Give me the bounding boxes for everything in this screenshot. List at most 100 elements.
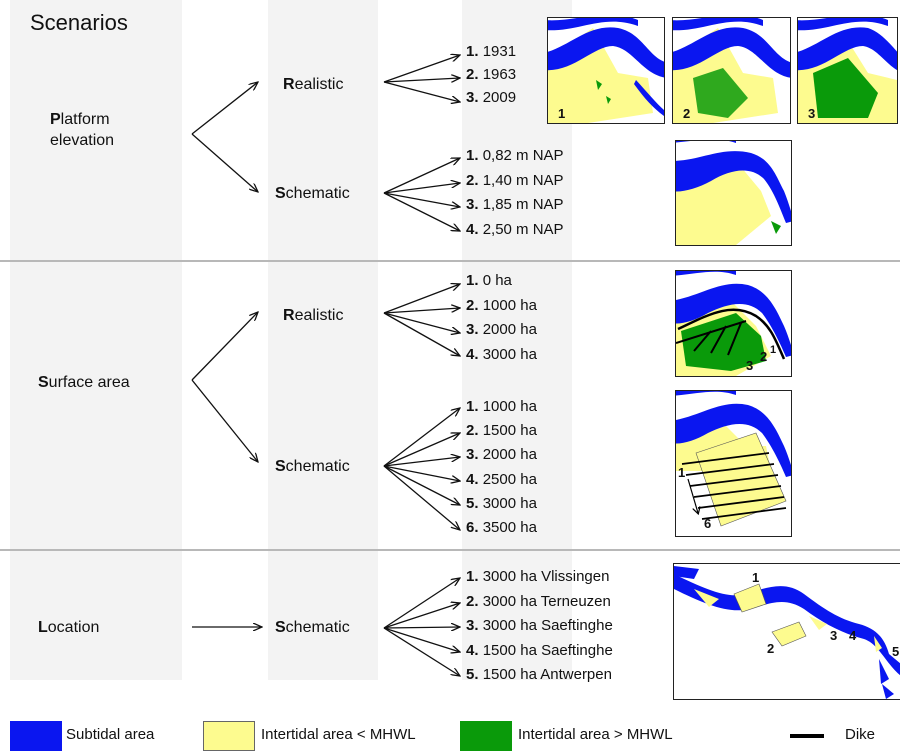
list-item: 4. 1500 ha Saeftinghe [466,642,613,660]
map-number: 4 [849,628,857,643]
item-text: 2500 ha [482,470,537,488]
item-text: 1931 [482,43,517,60]
arrow-surface-schematic [383,457,460,467]
map-platform-2009: 3 [797,17,898,124]
list-item: 2. 1,40 m NAP [466,172,564,190]
item-text: 2009 [482,89,517,106]
item-text: 3000 ha Vlissingen [482,568,610,585]
list-item: 1. 3000 ha Vlissingen [466,568,609,586]
map-number: 3 [746,358,753,373]
item-text: 2000 ha [482,446,537,464]
list-item: 4. 2500 ha [466,471,537,489]
platform-schematic-label: Schematic [275,185,350,202]
divider-2 [0,549,900,551]
map-number: 5 [892,644,899,659]
item-text: 3000 ha Saeftinghe [482,617,613,634]
platform-realistic-label: Realistic [283,76,344,93]
item-text: 1500 ha Saeftinghe [482,641,613,659]
arrow-surface-realistic [383,308,460,314]
arrow-location-schematic [383,578,460,629]
list-item: 3. 2000 ha [466,446,537,464]
map-number: 2 [767,641,774,656]
item-number: 3. [466,321,479,338]
arrow-surface-schematic [383,465,460,505]
item-number: 5. [466,494,479,512]
item-number: 5. [466,666,479,683]
arrow-platform [191,82,258,135]
item-number: 3. [466,196,479,213]
list-item: 3. 3000 ha Saeftinghe [466,617,613,635]
item-text: 1500 ha Antwerpen [482,666,612,683]
list-item: 1. 0 ha [466,272,512,290]
item-number: 4. [466,470,479,488]
arrow-location-schematic [383,627,460,652]
item-number: 1. [466,43,479,60]
legend-swatch-intertidal-high [460,721,512,751]
map-number: 1 [752,570,759,585]
item-number: 2. [466,171,479,189]
item-text: 1,85 m NAP [482,196,564,213]
item-number: 4. [466,220,479,238]
map-platform-1963: 2 [672,17,791,124]
item-text: 1,40 m NAP [482,171,564,189]
map-location: 1 2 3 4 5 [673,563,900,700]
item-number: 3. [466,446,479,464]
map-platform-schematic [675,140,792,246]
surface-realistic-label: Realistic [283,307,344,324]
item-text: 1963 [482,66,517,83]
map-platform-1931: 1 [547,17,665,124]
arrow-platform-schematic [383,192,460,207]
item-number: 2. [466,592,479,610]
map-surface-schematic: 1 6 [675,390,792,537]
item-text: 3000 ha [482,345,537,363]
list-item: 2. 1500 ha [466,422,537,440]
platform-elevation-label: Platform elevation [50,111,115,149]
arrow-location-schematic [383,603,460,629]
list-item: 3. 1,85 m NAP [466,196,564,214]
item-text: 3000 ha [482,494,537,512]
location-schematic-label: Schematic [275,619,350,636]
arrow-surface-realistic [383,312,460,356]
arrow-surface-schematic [383,433,460,467]
list-item: 2. 1963 [466,66,516,84]
arrow-surface-realistic [383,312,460,333]
item-number: 4. [466,345,479,363]
item-text: 0 ha [482,272,512,289]
item-number: 1. [466,272,479,289]
item-number: 1. [466,568,479,585]
item-number: 6. [466,519,479,536]
map-number: 1 [558,106,565,121]
arrow-surface [191,312,258,381]
legend-label-intertidal-low: Intertidal area < MHWL [261,726,416,743]
arrow-platform-realistic [383,55,460,83]
map-number: 2 [760,349,767,364]
item-number: 4. [466,641,479,659]
legend-label-intertidal-high: Intertidal area > MHWL [518,726,673,743]
item-text: 2000 ha [482,321,537,338]
column-level2 [268,0,378,680]
list-item: 2. 3000 ha Terneuzen [466,593,611,611]
list-item: 4. 3000 ha [466,346,537,364]
map-number: 2 [683,106,690,121]
list-item: 6. 3500 ha [466,519,537,537]
arrow-platform-schematic [383,192,460,231]
arrow-surface-schematic [383,465,460,530]
arrow-platform [191,133,258,192]
map-surface-realistic: 3 2 1 [675,270,792,377]
legend-swatch-intertidal-low [203,721,255,751]
arrow-location-schematic [383,627,460,676]
surface-schematic-label: Schematic [275,458,350,475]
item-text: 1000 ha [482,296,537,314]
map-number: 1 [678,465,685,480]
column-level1 [10,0,182,680]
item-text: 0,82 m NAP [482,147,564,164]
item-number: 2. [466,422,479,440]
item-text: 3500 ha [482,519,537,536]
legend-label-subtidal: Subtidal area [66,726,155,743]
item-text: 1500 ha [482,422,537,440]
arrow-surface-schematic [383,465,460,481]
arrow-platform-realistic [383,81,460,102]
arrow-platform-schematic [383,183,460,194]
list-item: 1. 1931 [466,43,516,61]
location-label: Location [38,619,100,636]
